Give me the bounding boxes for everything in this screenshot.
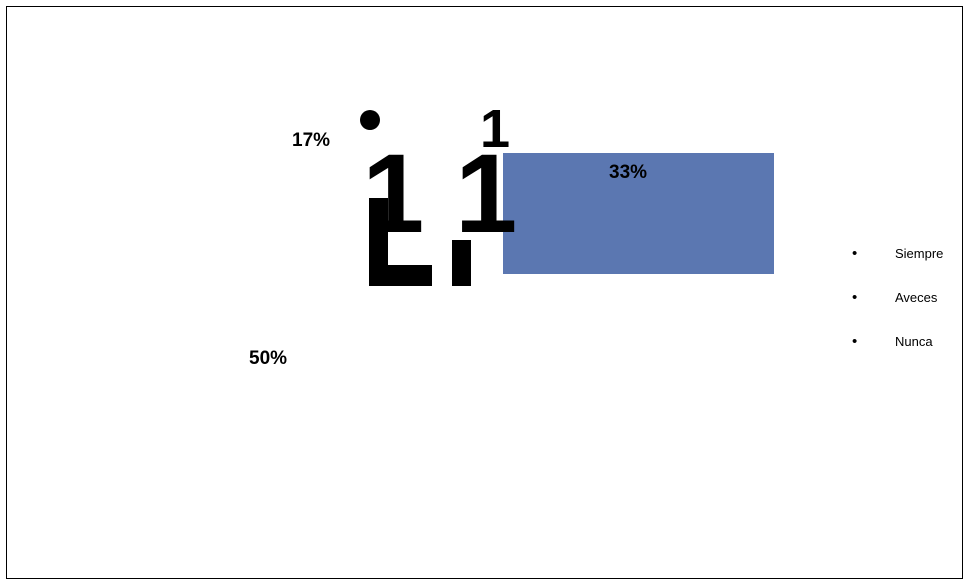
legend-bullet-aveces: • [852,289,857,306]
glyph-one-right: 1 [455,131,517,256]
data-label-siempre: 17% [292,130,330,151]
data-label-nunca: 50% [249,348,287,369]
legend-label-siempre: Siempre [895,246,943,261]
glyph-one-small: 1 [480,99,510,159]
marker-dot [360,110,380,130]
legend-bullet-nunca: • [852,333,857,350]
glyph-i-bar [452,240,471,286]
data-label-aveces: 33% [609,162,647,183]
legend-bullet-siempre: • [852,245,857,262]
chart-frame [6,6,963,579]
legend: • Siempre • Aveces • Nunca [852,245,943,350]
legend-label-nunca: Nunca [895,334,933,349]
glyph-l-foot [369,265,432,286]
glyph-l-bar [369,198,388,286]
slice-aveces [503,153,774,274]
legend-label-aveces: Aveces [895,290,938,305]
